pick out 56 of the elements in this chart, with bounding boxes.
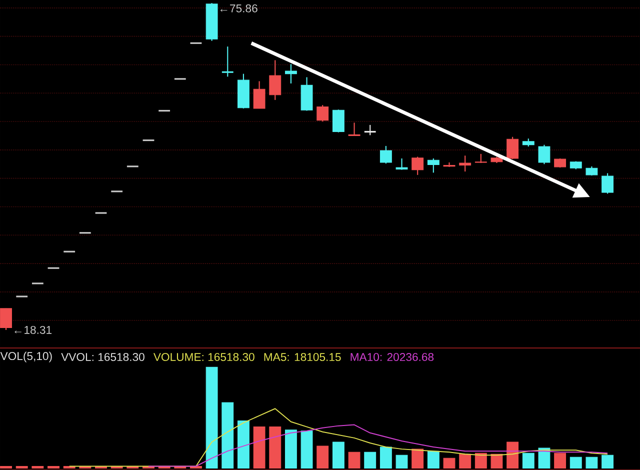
candlestick <box>506 136 519 160</box>
candlestick <box>443 162 456 168</box>
bar <box>396 454 408 469</box>
bar <box>222 402 234 469</box>
bar <box>538 448 550 469</box>
bar <box>48 466 60 469</box>
candlestick <box>253 80 266 109</box>
text: MA10: 20236.68 <box>350 353 434 362</box>
candlestick <box>348 122 360 136</box>
text: MA5: 18105.15 <box>264 353 341 362</box>
bar <box>427 450 440 469</box>
candlestick <box>221 46 234 78</box>
bar <box>380 446 392 469</box>
bar <box>443 458 456 469</box>
candlestick <box>269 60 282 100</box>
candlestick <box>396 158 408 170</box>
candlestick <box>459 155 472 172</box>
candlestick <box>602 172 614 194</box>
bar <box>284 430 297 469</box>
annotation: ←18.31 <box>14 326 52 334</box>
bar <box>602 454 614 469</box>
candlestick <box>538 144 550 165</box>
bar <box>269 426 282 469</box>
text: VVOL: 16518.30 <box>61 353 144 362</box>
candlestick <box>284 64 297 84</box>
annotation: ←75.86 <box>220 4 258 12</box>
bar <box>300 430 313 469</box>
bar <box>490 454 503 469</box>
candlestick <box>380 145 392 164</box>
candlestick <box>586 166 598 176</box>
candlestick <box>316 104 329 122</box>
bar <box>364 452 376 469</box>
bar <box>459 454 472 469</box>
candlestick <box>412 156 424 176</box>
bar <box>506 442 519 469</box>
bar <box>316 446 329 469</box>
bar <box>570 456 582 469</box>
bar <box>586 456 598 469</box>
bar <box>16 466 28 469</box>
bar <box>474 452 487 469</box>
bar <box>522 452 534 469</box>
candlestick <box>0 308 12 330</box>
bar <box>554 452 566 469</box>
candlestick <box>364 124 377 136</box>
bar <box>412 448 424 469</box>
bar <box>253 426 266 469</box>
bar <box>206 366 218 469</box>
candlestick <box>427 158 440 174</box>
bar <box>332 442 344 469</box>
bar <box>0 466 12 469</box>
text: VOLUME: 16518.30 <box>153 353 254 362</box>
bar <box>348 452 360 469</box>
text: VOL(5,10) <box>0 352 52 362</box>
candlestick <box>332 109 344 133</box>
bar <box>32 466 44 469</box>
bar <box>238 420 250 469</box>
